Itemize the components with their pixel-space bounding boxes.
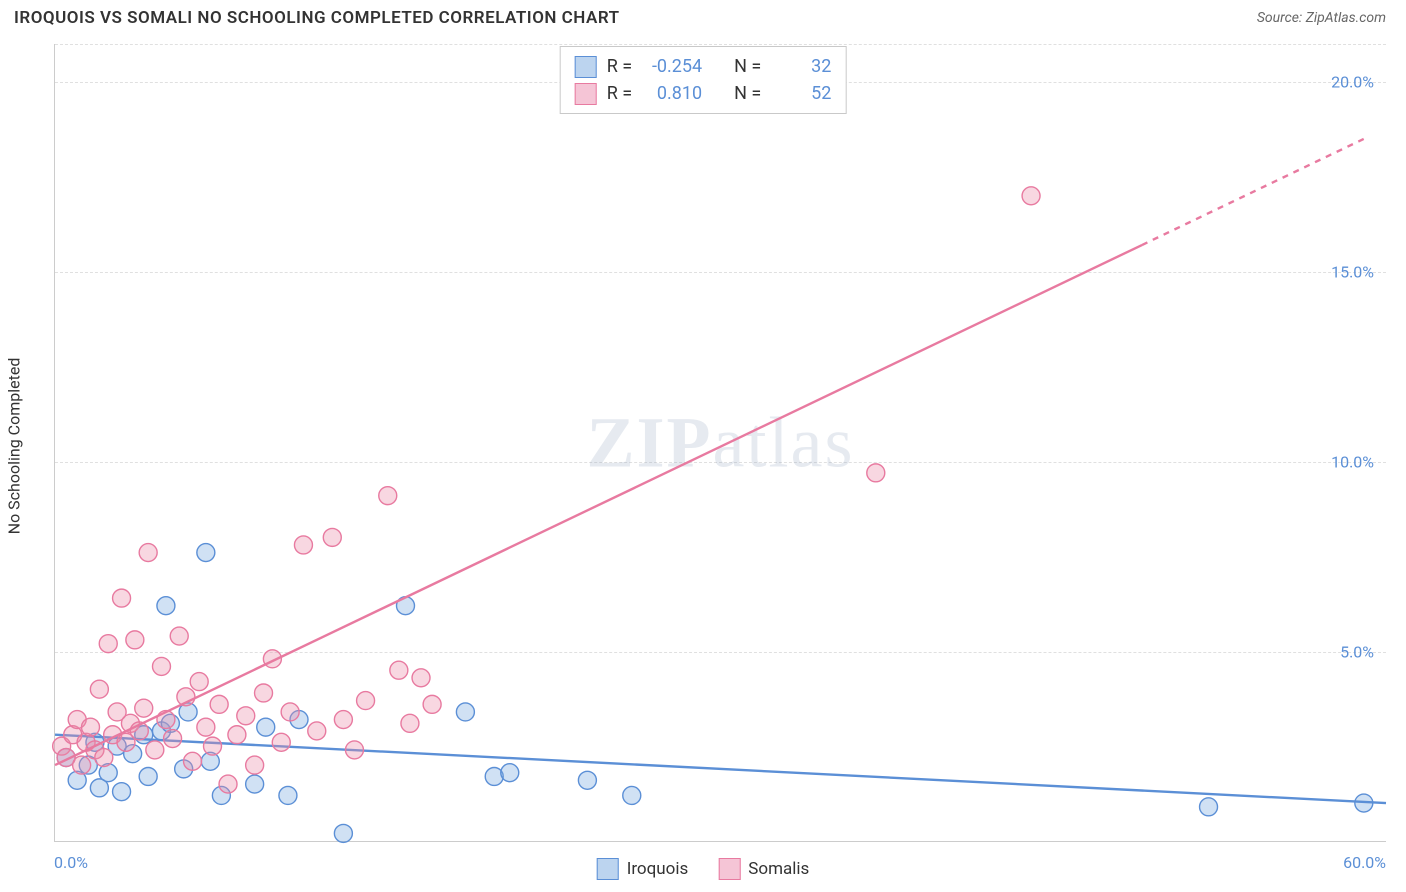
- r-value-iroquois: -0.254: [642, 53, 702, 80]
- data-point: [197, 544, 215, 562]
- legend-swatch-somalis: [718, 858, 740, 880]
- y-tick-label: 15.0%: [1331, 263, 1374, 282]
- data-point: [323, 528, 341, 546]
- stats-row-iroquois: R = -0.254 N = 32: [575, 53, 832, 80]
- data-point: [95, 749, 113, 767]
- data-point: [197, 718, 215, 736]
- data-point: [1200, 798, 1218, 816]
- data-point: [334, 824, 352, 842]
- data-point: [279, 786, 297, 804]
- data-point: [139, 544, 157, 562]
- data-point: [210, 695, 228, 713]
- x-tick-min: 0.0%: [54, 853, 88, 872]
- data-point: [578, 771, 596, 789]
- data-point: [237, 707, 255, 725]
- data-point: [623, 786, 641, 804]
- correlation-stats-box: R = -0.254 N = 32 R = 0.810 N = 52: [560, 46, 847, 114]
- data-point: [90, 680, 108, 698]
- r-label: R =: [607, 80, 632, 107]
- swatch-somalis: [575, 83, 597, 105]
- data-point: [423, 695, 441, 713]
- data-point: [219, 775, 237, 793]
- data-point: [73, 756, 91, 774]
- legend-label-iroquois: Iroquois: [627, 859, 689, 879]
- data-point: [204, 737, 222, 755]
- plot-area: ZIPatlas 5.0%10.0%15.0%20.0%: [54, 44, 1386, 842]
- chart-header: IROQUOIS VS SOMALI NO SCHOOLING COMPLETE…: [0, 0, 1406, 32]
- stats-row-somalis: R = 0.810 N = 52: [575, 80, 832, 107]
- data-point: [82, 718, 100, 736]
- data-point: [456, 703, 474, 721]
- data-point: [126, 631, 144, 649]
- bottom-legend: Iroquois Somalis: [597, 858, 810, 880]
- y-axis-title: No Schooling Completed: [5, 358, 24, 535]
- data-point: [152, 657, 170, 675]
- legend-swatch-iroquois: [597, 858, 619, 880]
- data-point: [501, 764, 519, 782]
- data-point: [99, 635, 117, 653]
- data-point: [308, 722, 326, 740]
- data-point: [255, 684, 273, 702]
- data-point: [1022, 187, 1040, 205]
- source-attribution: Source: ZipAtlas.com: [1257, 10, 1386, 26]
- data-point: [345, 741, 363, 759]
- data-point: [412, 669, 430, 687]
- swatch-iroquois: [575, 56, 597, 78]
- legend-item-iroquois: Iroquois: [597, 858, 689, 880]
- legend-label-somalis: Somalis: [748, 859, 809, 879]
- data-point: [184, 752, 202, 770]
- data-point: [272, 733, 290, 751]
- data-point: [170, 627, 188, 645]
- data-point: [135, 699, 153, 717]
- data-point: [390, 661, 408, 679]
- data-point: [190, 673, 208, 691]
- r-value-somalis: 0.810: [642, 80, 702, 107]
- data-point: [294, 536, 312, 554]
- data-point: [257, 718, 275, 736]
- data-point: [401, 714, 419, 732]
- data-point: [113, 783, 131, 801]
- n-label: N =: [734, 53, 761, 80]
- data-point: [113, 589, 131, 607]
- y-tick-label: 10.0%: [1331, 453, 1374, 472]
- r-label: R =: [607, 53, 632, 80]
- y-tick-label: 5.0%: [1340, 643, 1374, 662]
- data-point: [157, 597, 175, 615]
- legend-item-somalis: Somalis: [718, 858, 809, 880]
- y-tick-label: 20.0%: [1331, 73, 1374, 92]
- data-point: [228, 726, 246, 744]
- data-point: [379, 487, 397, 505]
- chart-title: IROQUOIS VS SOMALI NO SCHOOLING COMPLETE…: [14, 8, 620, 28]
- data-point: [246, 756, 264, 774]
- data-point: [867, 464, 885, 482]
- x-tick-max: 60.0%: [1343, 853, 1386, 872]
- data-point: [281, 703, 299, 721]
- trend-line: [55, 245, 1142, 765]
- data-point: [164, 730, 182, 748]
- scatter-plot-svg: [55, 44, 1386, 841]
- n-label: N =: [734, 80, 761, 107]
- data-point: [139, 767, 157, 785]
- n-value-iroquois: 32: [771, 53, 831, 80]
- data-point: [334, 711, 352, 729]
- trend-line-dashed: [1142, 139, 1364, 245]
- data-point: [246, 775, 264, 793]
- data-point: [357, 692, 375, 710]
- n-value-somalis: 52: [771, 80, 831, 107]
- data-point: [146, 741, 164, 759]
